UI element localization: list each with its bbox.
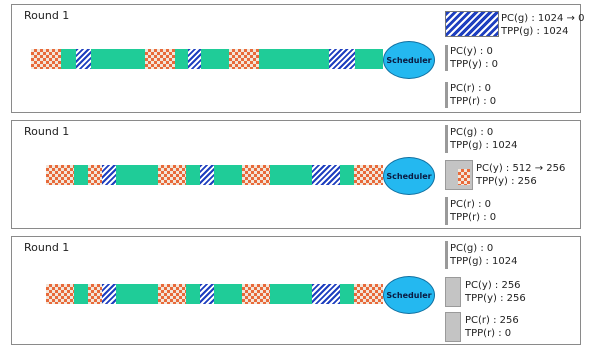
green-packet	[116, 284, 158, 304]
queue-text: PC(y) : 512 → 256 TPP(y) : 256	[476, 162, 565, 188]
round-panel-1: Round 1 Scheduler PC(g) : 1024 → 0 TPP(g…	[11, 4, 584, 113]
queue-fill-gray	[445, 312, 461, 342]
green-packet	[259, 49, 329, 69]
queue-fill-blue	[445, 11, 499, 37]
scheduler-label: Scheduler	[386, 55, 432, 65]
queue-bar	[445, 241, 448, 269]
panel-title: Round 1	[24, 9, 70, 22]
tpp-yellow: TPP(y) : 256	[465, 293, 526, 304]
queue-text: PC(r) : 0 TPP(r) : 0	[450, 82, 496, 108]
orange-packet	[242, 284, 270, 304]
orange-packet	[88, 165, 102, 185]
tpp-red: TPP(r) : 0	[465, 328, 512, 339]
tpp-green: TPP(g) : 1024	[450, 140, 518, 151]
queue-bar	[445, 197, 448, 225]
tpp-green: TPP(g) : 1024	[501, 26, 569, 37]
green-packet	[340, 165, 354, 185]
blue-packet	[102, 165, 116, 185]
scheduler-node: Scheduler	[383, 41, 435, 79]
pc-yellow: PC(y) : 512 → 256	[476, 163, 566, 174]
orange-packet	[145, 49, 175, 69]
queue-text: PC(r) : 0 TPP(r) : 0	[450, 198, 496, 224]
green-packet	[74, 165, 88, 185]
green-packet	[340, 284, 354, 304]
orange-packet	[229, 49, 259, 69]
round-panel-2: Round 1 Scheduler PC(g) : 0 TPP(g) : 102…	[11, 120, 581, 229]
panel-title: Round 1	[24, 241, 70, 254]
queue-bar	[445, 45, 448, 71]
tpp-yellow: TPP(y) : 0	[450, 59, 498, 70]
green-packet	[116, 165, 158, 185]
green-packet	[270, 284, 312, 304]
pc-red: PC(r) : 256	[465, 315, 519, 326]
orange-packet	[242, 165, 270, 185]
packet-stream	[46, 284, 383, 304]
blue-packet	[312, 284, 340, 304]
round-panel-3: Round 1 Scheduler PC(g) : 0 TPP(g) : 102…	[11, 236, 581, 345]
green-packet	[355, 49, 383, 69]
scheduler-label: Scheduler	[386, 290, 432, 300]
packet-stream	[31, 49, 383, 69]
queue-fill-orange	[445, 160, 473, 190]
pc-green: PC(g) : 1024 → 0	[501, 13, 585, 24]
queue-text: PC(y) : 256 TPP(y) : 256	[465, 279, 526, 305]
pc-yellow: PC(y) : 0	[450, 46, 493, 57]
green-packet	[270, 165, 312, 185]
tpp-green: TPP(g) : 1024	[450, 256, 518, 267]
queue-bar	[445, 82, 448, 108]
blue-packet	[312, 165, 340, 185]
orange-packet	[88, 284, 102, 304]
queue-text: PC(y) : 0 TPP(y) : 0	[450, 45, 498, 71]
orange-packet	[46, 165, 74, 185]
tpp-red: TPP(r) : 0	[450, 212, 497, 223]
orange-packet	[31, 49, 61, 69]
orange-packet	[158, 284, 186, 304]
blue-packet	[200, 165, 214, 185]
pc-red: PC(r) : 0	[450, 83, 492, 94]
green-packet	[201, 49, 229, 69]
green-packet	[186, 165, 200, 185]
blue-packet	[76, 49, 91, 69]
queue-text: PC(r) : 256 TPP(r) : 0	[465, 314, 519, 340]
blue-packet	[200, 284, 214, 304]
queue-text: PC(g) : 1024 → 0 TPP(g) : 1024	[501, 12, 584, 38]
pc-green: PC(g) : 0	[450, 243, 494, 254]
queue-fill-orange-level	[458, 169, 470, 185]
tpp-red: TPP(r) : 0	[450, 96, 497, 107]
tpp-yellow: TPP(y) : 256	[476, 176, 537, 187]
green-packet	[74, 284, 88, 304]
packet-stream	[46, 165, 383, 185]
green-packet	[175, 49, 188, 69]
queue-fill-gray	[445, 277, 461, 307]
scheduler-node: Scheduler	[383, 157, 435, 195]
queue-text: PC(g) : 0 TPP(g) : 1024	[450, 126, 518, 152]
orange-packet	[354, 284, 383, 304]
scheduler-label: Scheduler	[386, 171, 432, 181]
scheduler-node: Scheduler	[383, 276, 435, 314]
blue-packet	[188, 49, 201, 69]
green-packet	[214, 165, 242, 185]
green-packet	[214, 284, 242, 304]
blue-packet	[102, 284, 116, 304]
pc-red: PC(r) : 0	[450, 199, 492, 210]
pc-yellow: PC(y) : 256	[465, 280, 521, 291]
queue-text: PC(g) : 0 TPP(g) : 1024	[450, 242, 518, 268]
orange-packet	[46, 284, 74, 304]
orange-packet	[158, 165, 186, 185]
green-packet	[186, 284, 200, 304]
panel-title: Round 1	[24, 125, 70, 138]
queue-bar	[445, 125, 448, 153]
blue-packet	[329, 49, 355, 69]
green-packet	[61, 49, 76, 69]
green-packet	[91, 49, 145, 69]
orange-packet	[354, 165, 383, 185]
pc-green: PC(g) : 0	[450, 127, 494, 138]
